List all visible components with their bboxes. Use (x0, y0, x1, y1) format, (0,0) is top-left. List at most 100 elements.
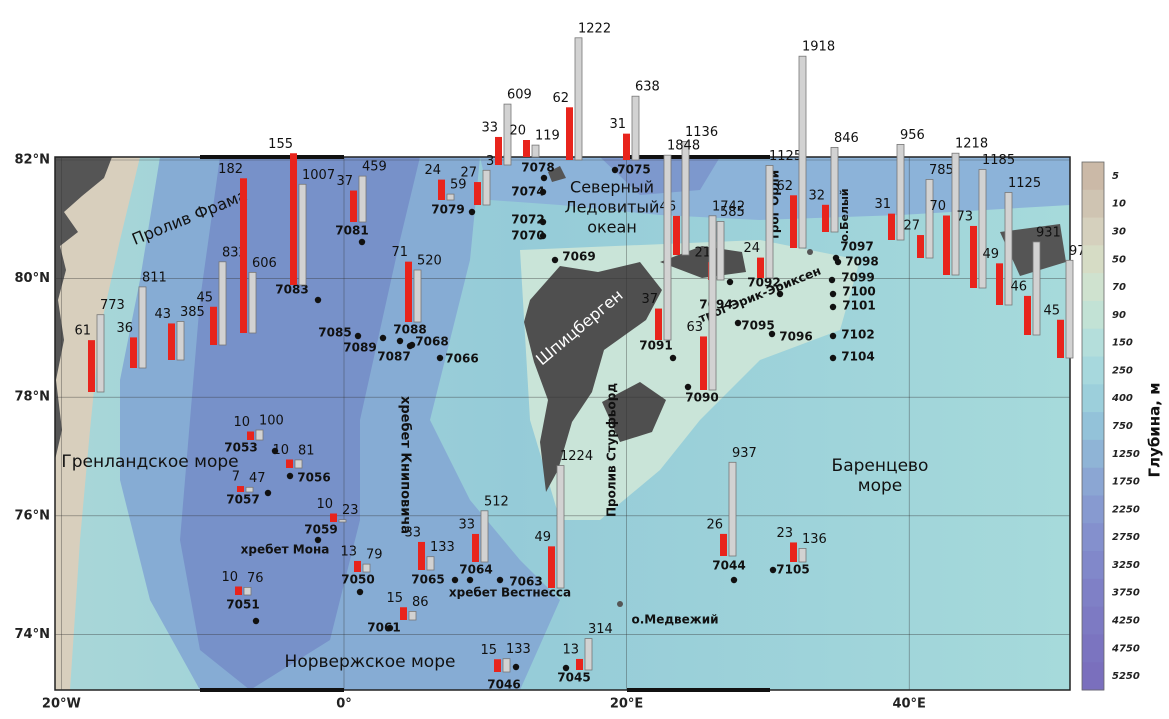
gray-bar (632, 96, 639, 160)
legend-swatch (1082, 329, 1104, 357)
station-label: 7066 (445, 352, 478, 366)
red-bar (418, 542, 425, 570)
gray-value-label: 86 (412, 595, 429, 610)
station-dot (830, 333, 836, 339)
legend-label: 50 (1112, 254, 1126, 265)
gray-bar (246, 487, 253, 492)
gray-value-label: 119 (535, 129, 560, 144)
station-label: 7061 (367, 621, 400, 635)
station-dot (513, 664, 519, 670)
red-bar (210, 307, 217, 345)
station-label: 7044 (712, 559, 745, 573)
station-dot (830, 355, 836, 361)
station-label: 7065 (411, 573, 444, 587)
station-dot (287, 473, 293, 479)
gray-bar (1066, 260, 1073, 358)
red-bar (655, 309, 662, 340)
legend-swatch (1082, 245, 1104, 273)
legend-swatch (1082, 662, 1104, 690)
gray-bar (831, 147, 838, 232)
red-bar (566, 107, 573, 160)
red-value-label: 37 (641, 292, 658, 307)
legend-label: 4250 (1111, 616, 1140, 627)
gray-bar (177, 322, 184, 361)
station-label: 7045 (557, 671, 590, 685)
gray-value-label: 1007 (302, 168, 335, 183)
red-value-label: 26 (706, 517, 723, 532)
gray-value-label: 1136 (685, 125, 718, 140)
red-bar (548, 546, 555, 588)
station-label: 7095 (741, 319, 774, 333)
station-dot (469, 209, 475, 215)
red-bar (1024, 296, 1031, 335)
gray-bar (729, 462, 736, 556)
red-bar (472, 534, 479, 562)
red-value-label: 62 (552, 91, 569, 106)
red-value-label: 43 (154, 307, 171, 322)
gray-value-label: 1185 (982, 153, 1015, 168)
red-bar (720, 534, 727, 556)
station-label: 7102 (841, 328, 874, 342)
red-value-label: 27 (460, 166, 477, 181)
red-bar (240, 178, 247, 333)
legend-swatch (1082, 579, 1104, 607)
legend-swatch (1082, 218, 1104, 246)
station-dot (357, 589, 363, 595)
red-bar (88, 340, 95, 392)
red-bar (888, 214, 895, 240)
red-value-label: 31 (609, 117, 626, 132)
gray-value-label: 314 (588, 622, 613, 637)
station-dot (830, 304, 836, 310)
station-label: 7078 (521, 161, 554, 175)
lat-label: 78°N (15, 390, 50, 405)
station-label: 7059 (304, 523, 337, 537)
red-bar (405, 262, 412, 322)
legend-swatch (1082, 607, 1104, 635)
station-dot (777, 291, 783, 297)
gray-bar (363, 564, 370, 572)
red-bar (943, 216, 950, 276)
red-value-label: 24 (424, 163, 441, 178)
station-dot (380, 335, 386, 341)
depth-legend: Глубина, м 51030507090150250400750125017… (1082, 162, 1164, 691)
station-label: 7057 (226, 493, 259, 507)
gray-bar (427, 557, 434, 570)
red-value-label: 155 (268, 137, 293, 152)
place-label: о.Медвежий (631, 613, 718, 627)
legend-swatch (1082, 440, 1104, 468)
red-value-label: 33 (458, 517, 475, 532)
legend-swatch (1082, 162, 1104, 190)
red-bar (790, 542, 797, 562)
gray-value-label: 459 (362, 160, 387, 175)
station-label: 7068 (415, 335, 448, 349)
station-label: 7099 (841, 271, 874, 285)
gray-bar (503, 659, 510, 672)
gray-value-label: 23 (342, 503, 359, 518)
gray-value-label: 81 (298, 443, 315, 458)
legend-label: 4750 (1111, 643, 1140, 654)
red-value-label: 45 (196, 290, 213, 305)
legend-swatch (1082, 273, 1104, 301)
station-label: 7063 (509, 575, 542, 589)
gray-value-label: 79 (366, 548, 383, 563)
station-dot (735, 320, 741, 326)
station-dot (265, 490, 271, 496)
red-value-label: 15 (386, 591, 403, 606)
red-value-label: 21 (694, 246, 711, 261)
red-value-label: 24 (743, 241, 760, 256)
station-label: 7081 (335, 224, 368, 238)
red-bar (350, 191, 357, 222)
gray-value-label: 47 (249, 471, 266, 486)
red-value-label: 15 (480, 643, 497, 658)
station-label: 7100 (842, 285, 875, 299)
station-label: 7072 (511, 213, 544, 227)
gray-value-label: 1742 (712, 199, 745, 214)
station-dot (731, 577, 737, 583)
red-value-label: 31 (874, 197, 891, 212)
gray-bar (219, 262, 226, 345)
gray-bar (717, 222, 724, 281)
red-value-label: 49 (982, 247, 999, 262)
station-label: 7097 (840, 240, 873, 254)
red-value-label: 13 (340, 544, 357, 559)
red-bar (576, 659, 583, 670)
